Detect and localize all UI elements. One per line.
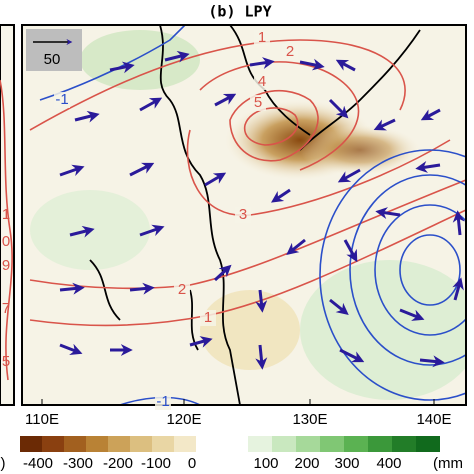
x-tick-label: 130E xyxy=(292,411,327,428)
contour-labels: 1 2 4 5 3 2 1 -1 -1 xyxy=(54,29,298,410)
colorbar-swatch xyxy=(42,436,64,452)
shading xyxy=(300,260,466,400)
contour xyxy=(399,234,461,306)
colorbar-label: 300 xyxy=(334,455,359,472)
x-axis: 110E 120E 130E 140E xyxy=(25,399,452,428)
label-bg xyxy=(282,44,298,60)
contour xyxy=(199,61,360,171)
colorbar-label: 100 xyxy=(253,455,278,472)
left-contour xyxy=(0,79,13,381)
x-tick-label: 140E xyxy=(416,411,451,428)
contour-label: 3 xyxy=(239,206,247,223)
contour xyxy=(29,179,466,290)
contour xyxy=(229,90,319,162)
colorbar-swatch xyxy=(296,436,320,452)
colorbar-label: 400 xyxy=(376,455,401,472)
contour-label: 0 xyxy=(2,233,10,250)
contour-label: 5 xyxy=(2,353,10,370)
contour xyxy=(374,204,466,336)
coastline xyxy=(299,29,421,151)
contour-label: -1 xyxy=(156,393,169,410)
colorbar-swatch xyxy=(86,436,108,452)
label-bg xyxy=(254,30,270,46)
colorbar-swatch xyxy=(392,436,416,452)
contour-label: 2 xyxy=(286,43,294,60)
colorbar-swatch xyxy=(20,436,42,452)
contour xyxy=(29,39,406,131)
contour-label: 9 xyxy=(2,257,10,274)
colorbar-label: 200 xyxy=(294,455,319,472)
colorbar: -400 -300 -200 -100 0 100 200 300 400 (mm) xyxy=(1,436,463,472)
colorbar-label: ) xyxy=(1,455,6,472)
colorbar-swatch xyxy=(272,436,296,452)
shading xyxy=(80,30,200,90)
reference-box xyxy=(26,29,82,71)
contour-label: 1 xyxy=(204,309,212,326)
shading xyxy=(300,125,420,175)
coastline xyxy=(159,25,241,405)
colorbar-label: -300 xyxy=(63,455,93,472)
map xyxy=(22,25,466,405)
reference-label: 50 xyxy=(44,51,61,68)
contour-label: 2 xyxy=(178,281,186,298)
colorbar-label: -100 xyxy=(141,455,171,472)
colorbar-swatch xyxy=(368,436,392,452)
shading xyxy=(200,290,300,370)
colorbar-swatch xyxy=(248,436,272,452)
colorbar-swatch xyxy=(344,436,368,452)
x-tick-label: 120E xyxy=(166,411,201,428)
label-bg xyxy=(200,310,216,326)
label-bg xyxy=(235,207,251,223)
colorbar-swatch xyxy=(152,436,174,452)
colorbar-label: -400 xyxy=(23,455,53,472)
contour xyxy=(349,174,466,366)
map-frame xyxy=(21,24,467,406)
x-tick-label: 110E xyxy=(25,411,59,428)
contour-label: 5 xyxy=(254,94,262,111)
label-bg xyxy=(155,394,171,410)
wind-vectors xyxy=(59,50,465,370)
label-bg xyxy=(174,282,190,298)
contour-label: 1 xyxy=(258,29,266,46)
label-bg xyxy=(54,92,70,108)
left-panel-labels: 1 0 9 7 5 xyxy=(2,206,10,370)
contour xyxy=(29,209,466,327)
colorbar-swatch xyxy=(64,436,86,452)
contour xyxy=(39,25,186,101)
label-bg xyxy=(254,74,270,90)
contour xyxy=(319,149,466,401)
colorbar-label: (mm xyxy=(433,455,463,472)
panel-title: (b) LPY xyxy=(208,3,271,21)
colorbar-swatch xyxy=(320,436,344,452)
colorbar-swatch xyxy=(416,436,440,452)
colorbar-swatch xyxy=(174,436,196,452)
colorbar-label: 0 xyxy=(188,455,196,472)
colorbar-swatch xyxy=(108,436,130,452)
contour-label: 1 xyxy=(2,206,10,223)
colorbar-label: -200 xyxy=(103,455,133,472)
coastline xyxy=(89,259,121,321)
label-bg xyxy=(250,95,266,111)
contour-label: 4 xyxy=(258,73,266,90)
colorbar-swatch xyxy=(130,436,152,452)
contour-label: 7 xyxy=(2,300,10,317)
contour-label: -1 xyxy=(55,91,68,108)
